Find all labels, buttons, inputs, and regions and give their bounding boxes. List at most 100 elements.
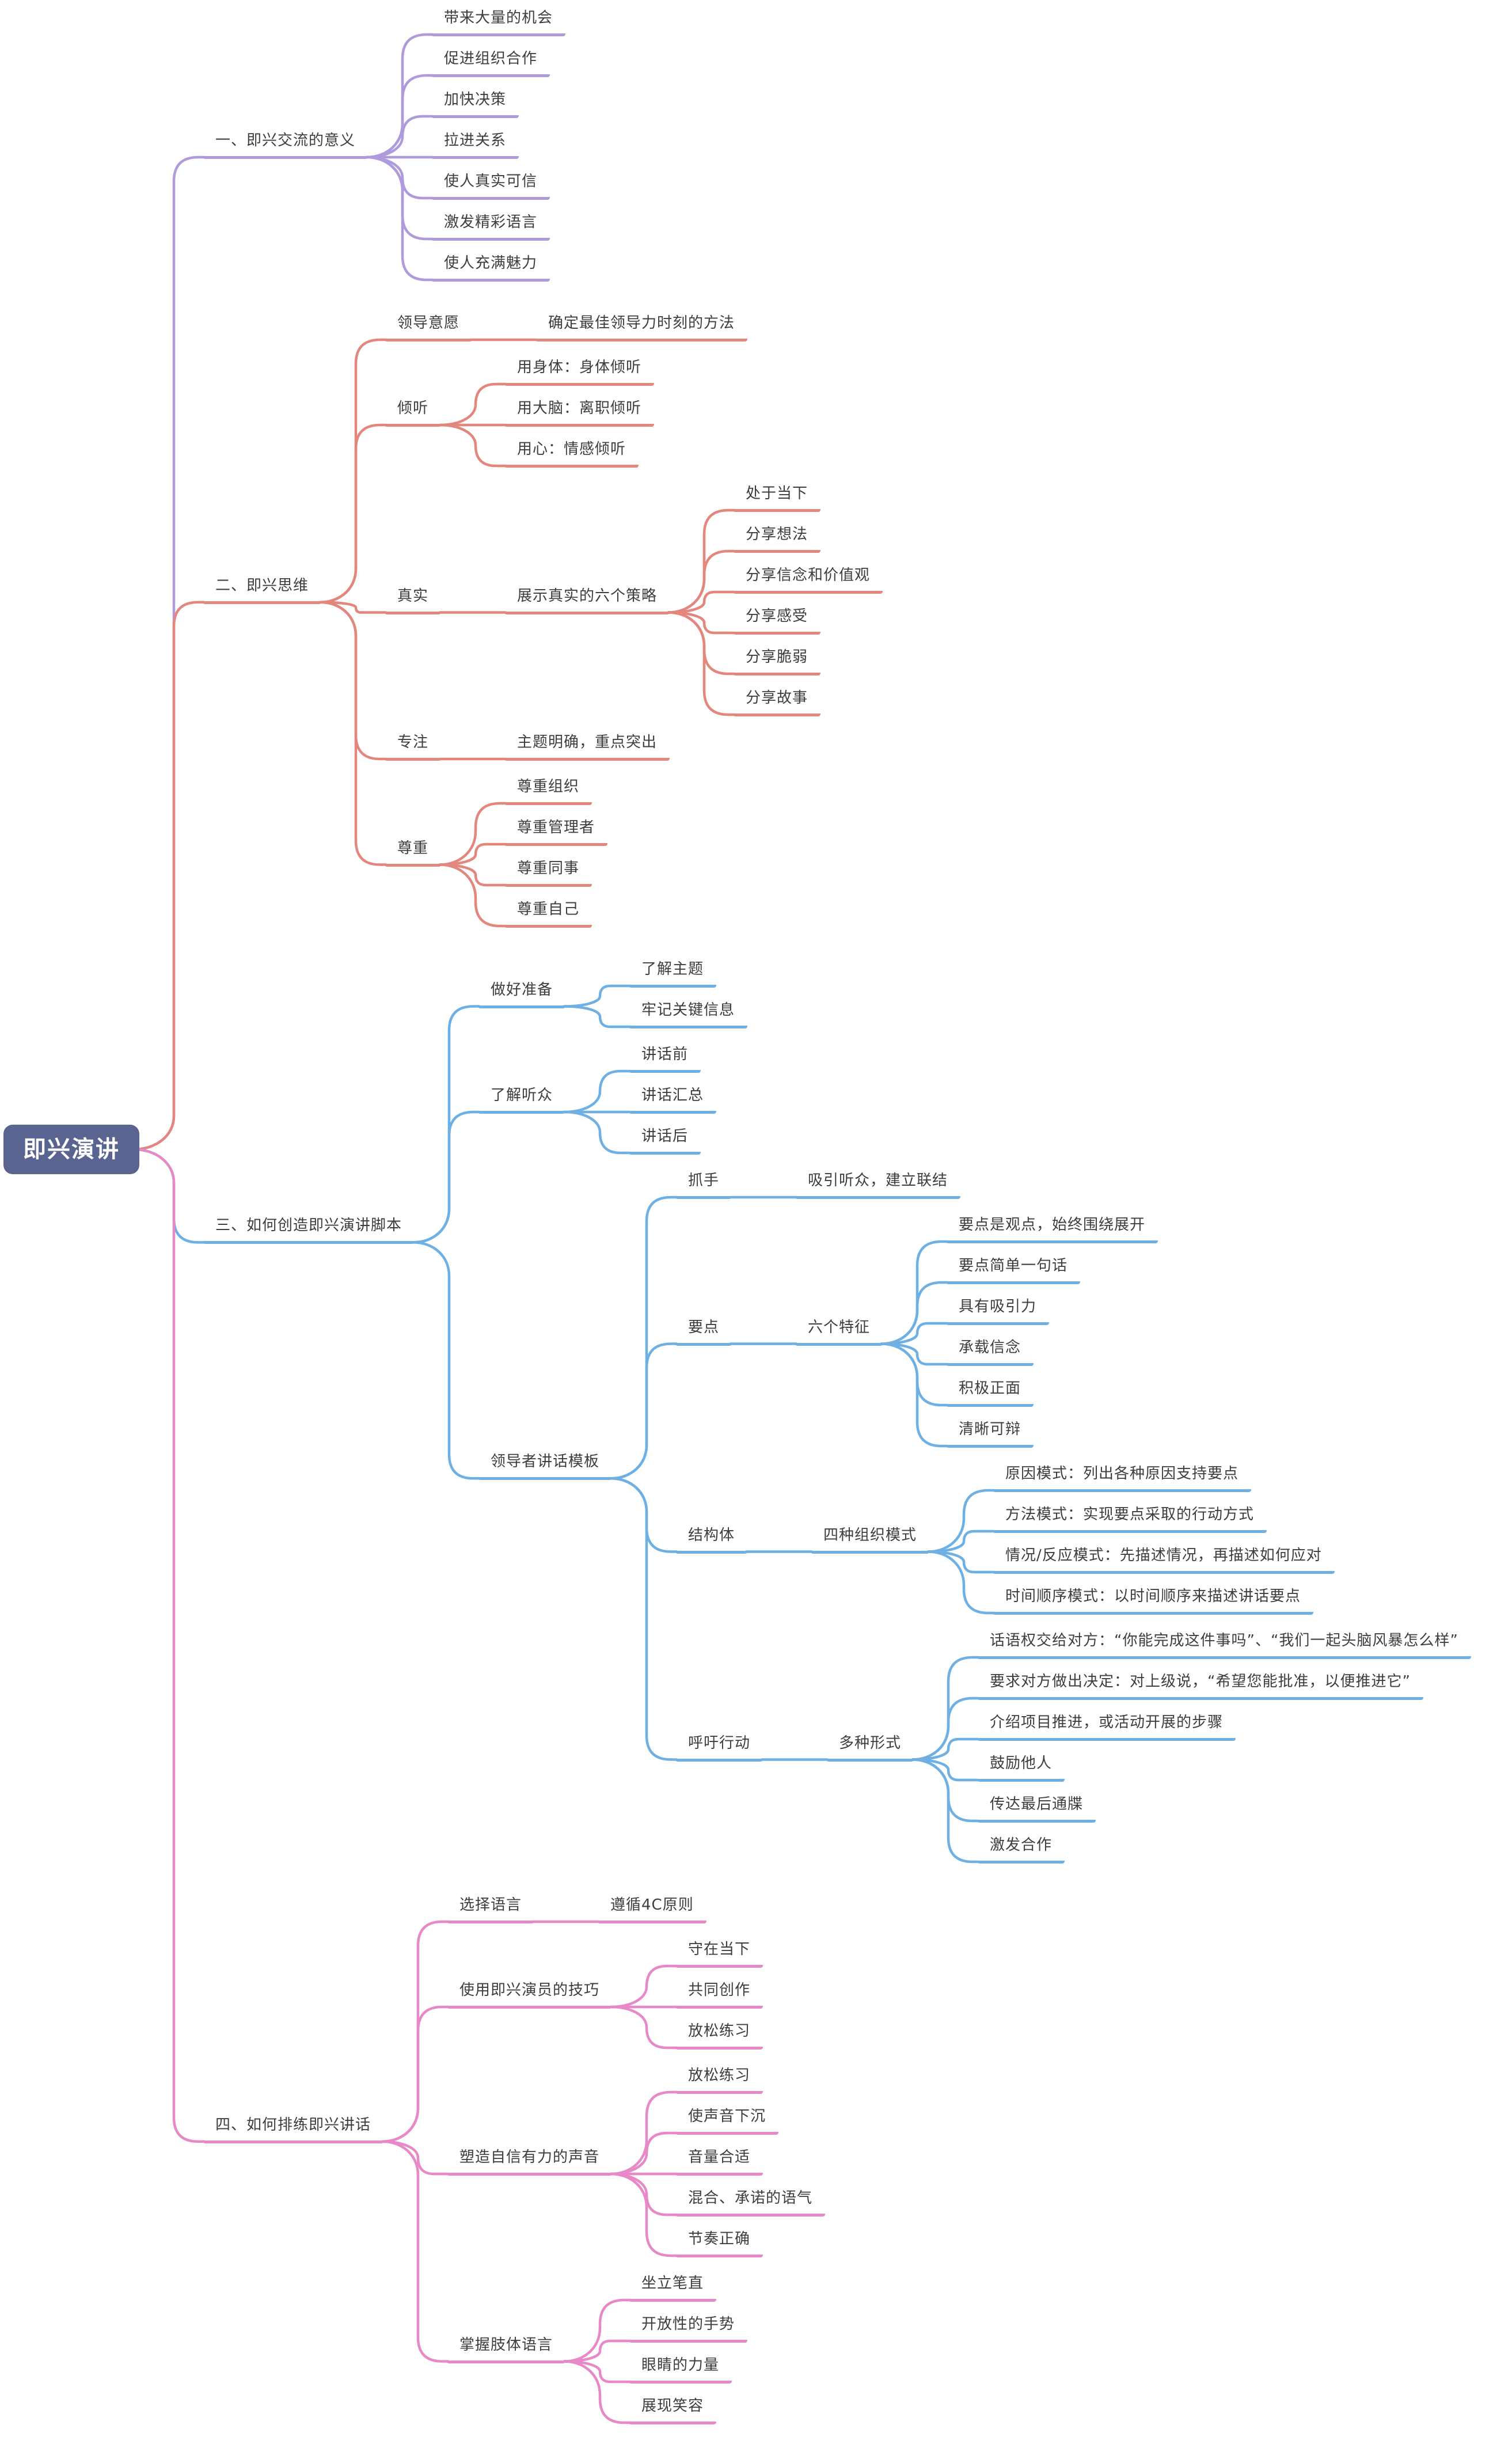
sub-topic[interactable]: 清晰可辩 [946, 1420, 1034, 1448]
sub-topic[interactable]: 讲话汇总 [629, 1086, 717, 1114]
sub-topic[interactable]: 尊重组织 [504, 777, 592, 805]
sub-topic[interactable]: 激发精彩语言 [431, 212, 550, 241]
connector [911, 1656, 980, 1761]
sub-topic[interactable]: 分享信念和价值观 [733, 566, 883, 594]
connector [318, 601, 388, 866]
connector [318, 601, 388, 614]
sub-topic[interactable]: 鼓励他人 [977, 1754, 1065, 1782]
sub-topic[interactable]: 方法模式：实现要点采取的行动方式 [993, 1505, 1267, 1533]
connector [132, 1148, 206, 2143]
sub-topic[interactable]: 使人真实可信 [431, 172, 550, 200]
sub-topic[interactable]: 讲话后 [629, 1126, 701, 1155]
sub-topic[interactable]: 尊重自己 [504, 900, 592, 928]
sub-topic[interactable]: 共同创作 [675, 1980, 763, 2009]
sub-topic[interactable]: 分享感受 [733, 606, 821, 635]
sub-topic[interactable]: 放松练习 [675, 2066, 763, 2094]
sub-topic[interactable]: 拉进关系 [431, 131, 519, 159]
connector [926, 1550, 996, 1574]
sub-topic[interactable]: 混合、承诺的语气 [675, 2188, 826, 2217]
sub-topic[interactable]: 承载信念 [946, 1338, 1034, 1366]
sub-topic[interactable]: 时间顺序模式：以时间顺序来描述讲话要点 [993, 1587, 1314, 1615]
sub-topic[interactable]: 选择语言 [447, 1895, 535, 1923]
sub-topic[interactable]: 要点是观点，始终围绕展开 [946, 1215, 1158, 1243]
sub-topic[interactable]: 六个特征 [795, 1318, 883, 1346]
sub-topic[interactable]: 遵循4C原则 [598, 1895, 706, 1923]
sub-topic[interactable]: 分享故事 [733, 688, 821, 716]
sub-topic[interactable]: 坐立笔直 [629, 2274, 717, 2302]
sub-topic[interactable]: 音量合适 [675, 2147, 763, 2176]
sub-topic[interactable]: 带来大量的机会 [431, 8, 566, 36]
sub-topic[interactable]: 确定最佳领导力时刻的方法 [535, 313, 748, 341]
sub-topic[interactable]: 讲话前 [629, 1045, 701, 1073]
sub-topic[interactable]: 促进组织合作 [431, 49, 550, 77]
sub-topic[interactable]: 使人充满魅力 [431, 253, 550, 282]
sub-topic[interactable]: 使用即兴演员的技巧 [447, 1980, 613, 2009]
sub-topic[interactable]: 处于当下 [733, 484, 821, 512]
sub-topic[interactable]: 展现笑容 [629, 2396, 717, 2424]
sub-topic[interactable]: 具有吸引力 [946, 1297, 1050, 1325]
sub-topic[interactable]: 要求对方做出决定：对上级说，“希望您能批准，以便推进它” [977, 1672, 1423, 1700]
sub-topic[interactable]: 守在当下 [675, 1940, 763, 1968]
branch-topic[interactable]: 一、即兴交流的意义 [203, 131, 368, 159]
sub-topic[interactable]: 节奏正确 [675, 2229, 763, 2257]
sub-topic[interactable]: 放松练习 [675, 2021, 763, 2050]
sub-topic[interactable]: 情况/反应模式：先描述情况，再描述如何应对 [993, 1546, 1335, 1574]
sub-topic[interactable]: 加快决策 [431, 90, 519, 118]
sub-topic[interactable]: 专注 [385, 733, 442, 761]
root-topic[interactable]: 即兴演讲 [3, 1124, 139, 1174]
sub-topic[interactable]: 激发合作 [977, 1835, 1065, 1864]
connector [381, 2140, 450, 2176]
connector [609, 2131, 678, 2176]
branch-topic[interactable]: 三、如何创造即兴演讲脚本 [203, 1216, 415, 1244]
sub-topic[interactable]: 传达最后通牒 [977, 1794, 1096, 1823]
connector [438, 423, 507, 468]
sub-topic[interactable]: 四种组织模式 [811, 1525, 930, 1554]
sub-topic[interactable]: 用心：情感倾听 [504, 439, 639, 468]
connector [318, 423, 388, 604]
sub-topic[interactable]: 多种形式 [826, 1733, 914, 1762]
sub-topic[interactable]: 主题明确，重点突出 [504, 733, 670, 761]
connector [609, 1196, 678, 1480]
sub-topic[interactable]: 要点 [675, 1318, 732, 1346]
sub-topic[interactable]: 分享脆弱 [733, 647, 821, 675]
sub-topic[interactable]: 尊重同事 [504, 859, 592, 887]
sub-topic[interactable]: 抓手 [675, 1171, 732, 1199]
sub-topic[interactable]: 要点简单一句话 [946, 1256, 1081, 1284]
sub-topic[interactable]: 尊重管理者 [504, 818, 608, 846]
connector [667, 549, 736, 614]
branch-topic[interactable]: 二、即兴思维 [203, 576, 322, 604]
sub-topic[interactable]: 真实 [385, 586, 442, 614]
sub-topic[interactable]: 了解听众 [478, 1086, 566, 1114]
sub-topic[interactable]: 牢记关键信息 [629, 1000, 748, 1029]
connector [880, 1322, 949, 1345]
sub-topic[interactable]: 分享想法 [733, 525, 821, 553]
sub-topic[interactable]: 展示真实的六个策略 [504, 586, 670, 614]
sub-topic[interactable]: 原因模式：列出各种原因支持要点 [993, 1464, 1252, 1492]
sub-topic[interactable]: 做好准备 [478, 980, 566, 1008]
sub-topic[interactable]: 使声音下沉 [675, 2107, 779, 2135]
connector [381, 2005, 450, 2143]
sub-topic[interactable]: 领导者讲话模板 [478, 1452, 613, 1481]
connector [609, 1342, 678, 1480]
connector [880, 1342, 949, 1366]
branch-topic[interactable]: 四、如何排练即兴讲话 [203, 2115, 384, 2143]
sub-topic[interactable]: 倾听 [385, 399, 442, 427]
sub-topic[interactable]: 用身体：身体倾听 [504, 358, 655, 386]
sub-topic[interactable]: 介绍项目推进，或活动开展的步骤 [977, 1713, 1236, 1741]
sub-topic[interactable]: 结构体 [675, 1525, 748, 1554]
sub-topic[interactable]: 用大脑：离职倾听 [504, 399, 655, 427]
sub-topic[interactable]: 吸引听众，建立联结 [795, 1171, 961, 1199]
sub-topic[interactable]: 积极正面 [946, 1379, 1034, 1407]
sub-topic[interactable]: 眼睛的力量 [629, 2355, 732, 2384]
connector [911, 1758, 980, 1823]
sub-topic[interactable]: 话语权交给对方：“你能完成这件事吗”、“我们一起头脑风暴怎么样” [977, 1631, 1471, 1659]
sub-topic[interactable]: 领导意愿 [385, 313, 473, 341]
sub-topic[interactable]: 尊重 [385, 838, 442, 867]
sub-topic[interactable]: 塑造自信有力的声音 [447, 2147, 613, 2176]
sub-topic[interactable]: 了解主题 [629, 959, 717, 988]
connector [318, 338, 388, 604]
sub-topic[interactable]: 开放性的手势 [629, 2314, 748, 2343]
sub-topic[interactable]: 掌握肢体语言 [447, 2335, 566, 2363]
sub-topic[interactable]: 呼吁行动 [675, 1733, 763, 1762]
